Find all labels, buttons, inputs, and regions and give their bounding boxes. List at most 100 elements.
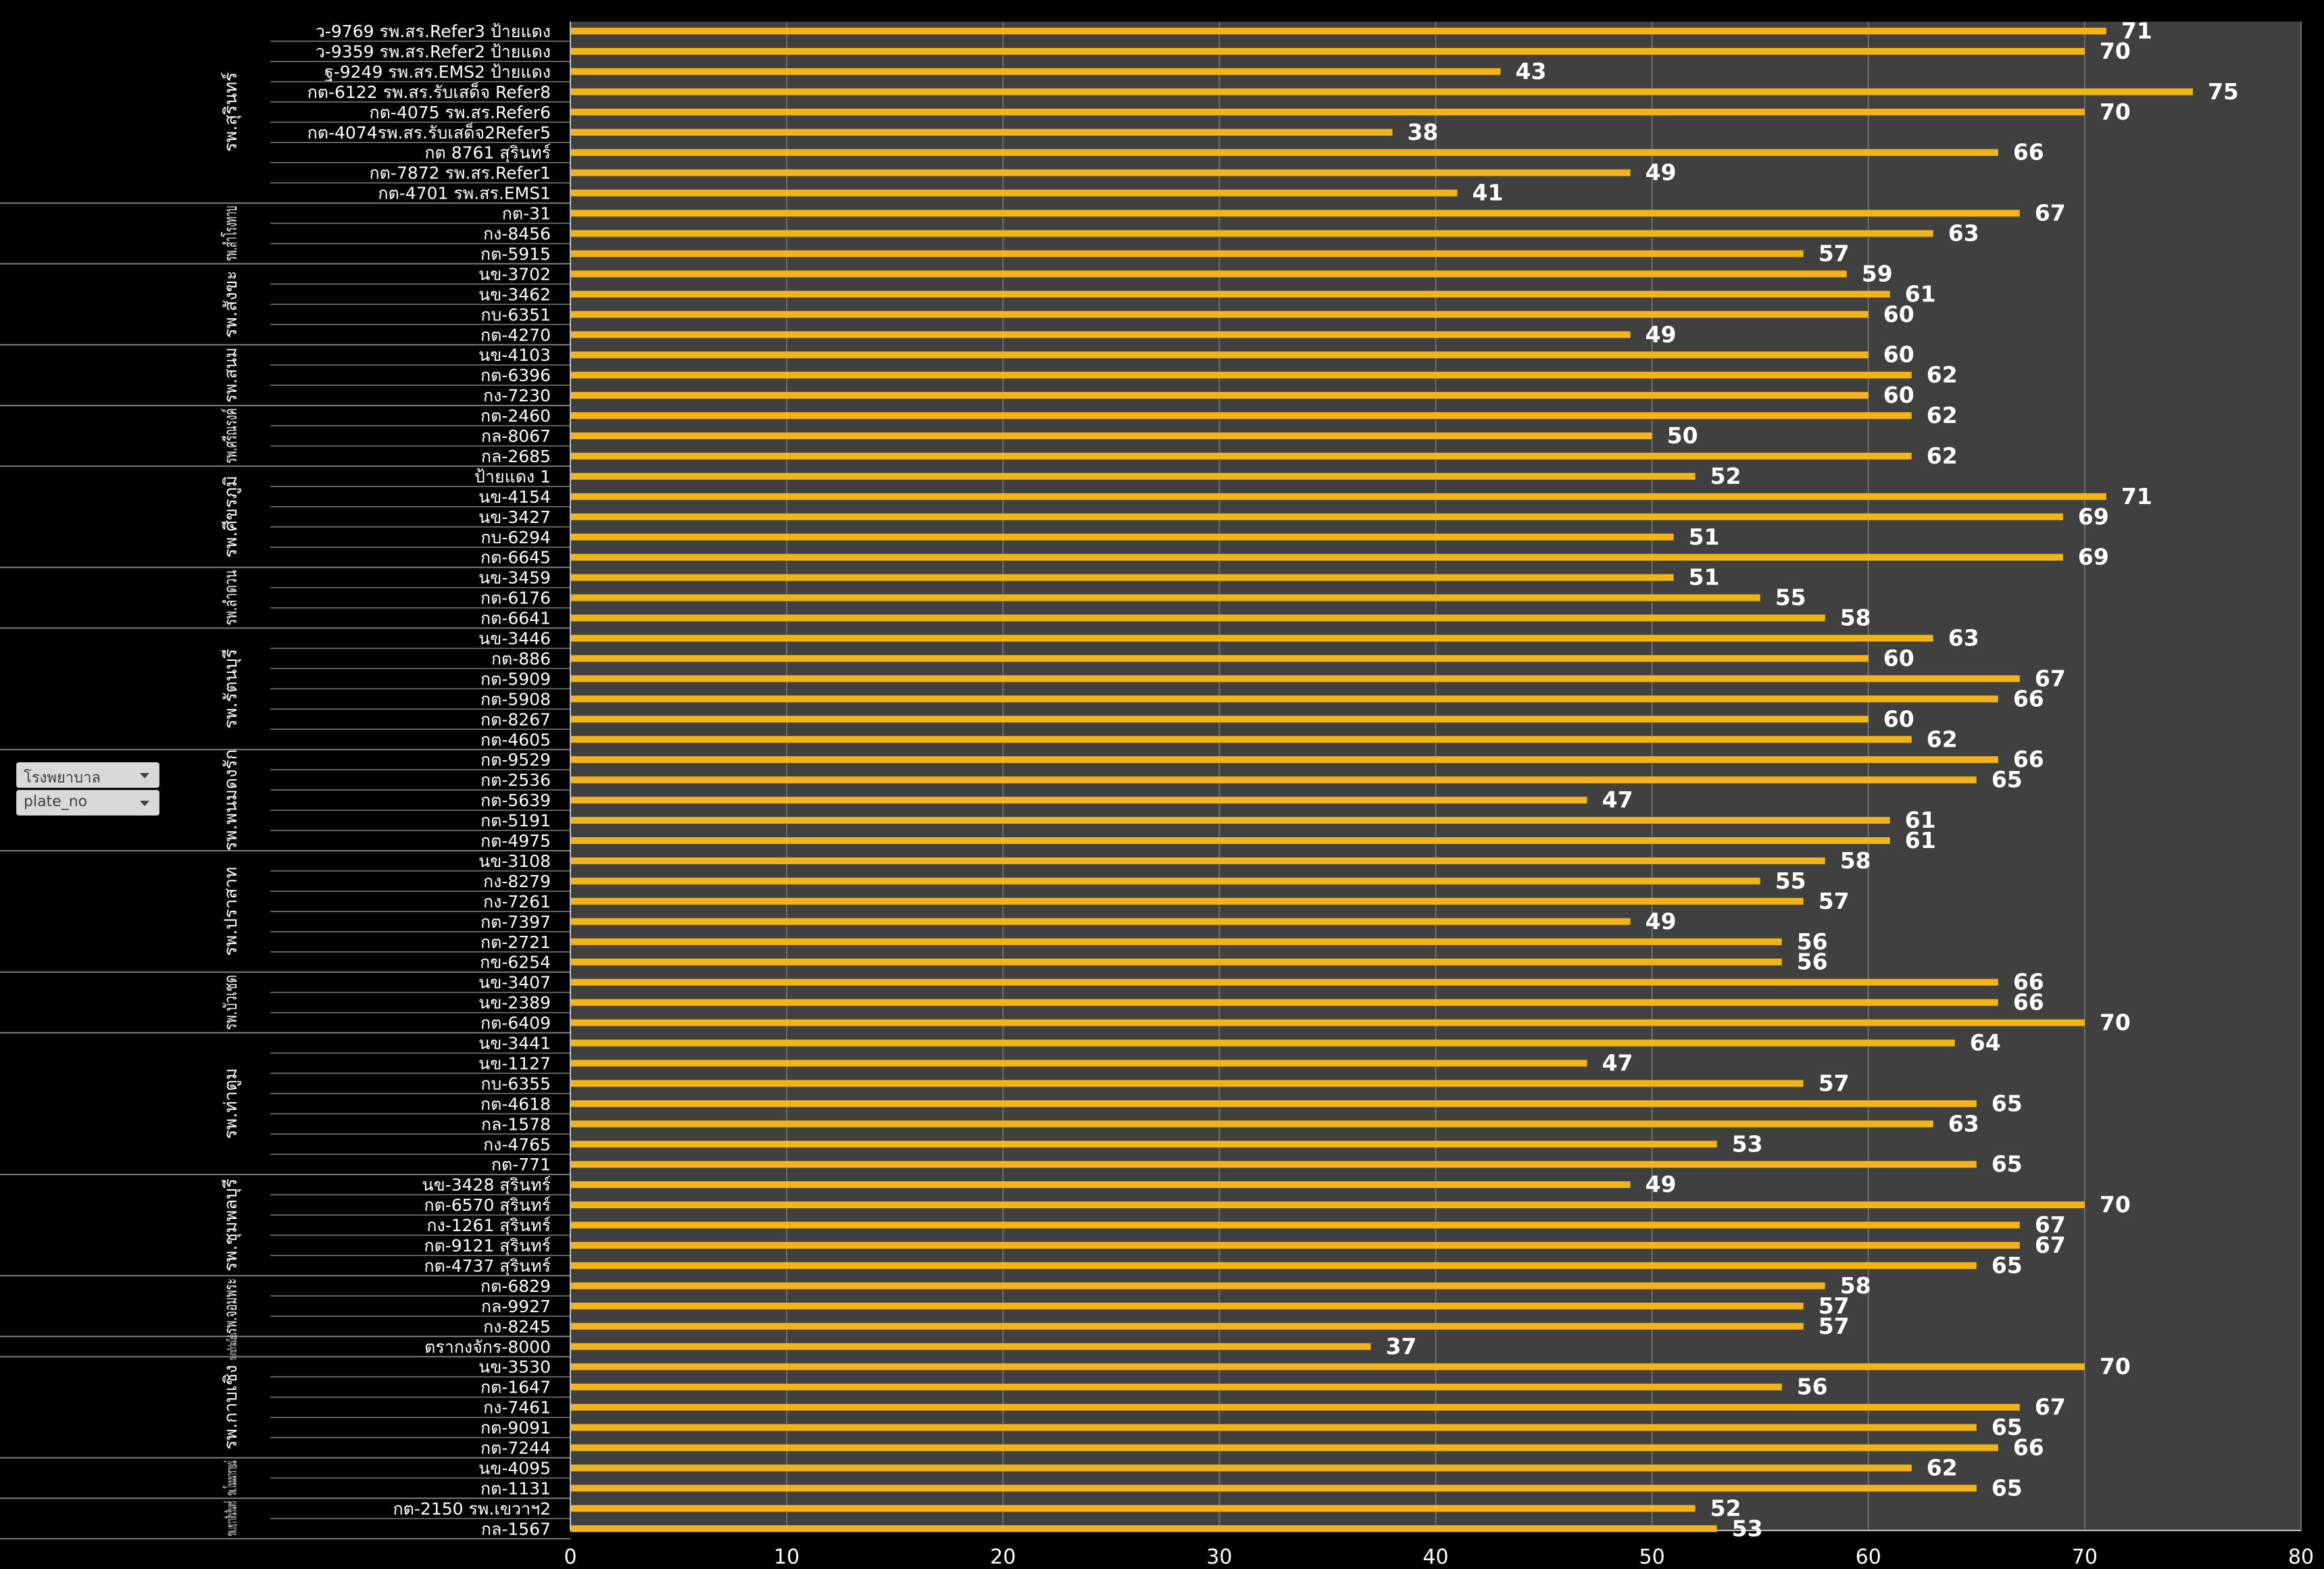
group-label: รพ.สนม [221, 347, 241, 403]
x-tick-label: 60 [1856, 1545, 1881, 1569]
data-label: 63 [1948, 220, 1979, 247]
bar [570, 1383, 1782, 1391]
bar [570, 999, 1998, 1006]
data-label: 65 [1992, 1151, 2023, 1177]
group-label: รพ.เขวาสินรินทร์ [224, 1501, 241, 1536]
category-label: กต-6176 [480, 589, 551, 608]
bar [570, 513, 2063, 520]
data-label: 66 [2013, 969, 2044, 995]
hospital-filter-dropdown[interactable]: โรงพยาบาล [16, 762, 159, 788]
category-label: กง-7261 [483, 892, 551, 912]
category-label: กต-9091 [480, 1418, 551, 1438]
category-label: กต-7244 [480, 1439, 551, 1458]
data-label: 57 [1819, 1070, 1850, 1096]
data-label: 66 [2013, 685, 2044, 712]
bar [570, 877, 1760, 885]
category-label: กง-8279 [483, 872, 551, 891]
data-label: 70 [2100, 1353, 2131, 1380]
category-label: กล-8067 [481, 426, 551, 446]
bar [570, 128, 1393, 136]
data-label: 63 [1948, 625, 1979, 651]
bar [570, 614, 1825, 622]
category-label: กต-1647 [480, 1378, 551, 1397]
category-label: กต-4605 [480, 730, 551, 749]
group-label: รพ.จอมพระ [221, 1278, 241, 1334]
data-label: 62 [1927, 443, 1958, 469]
category-label: กต-6409 [480, 1014, 551, 1033]
data-label: 52 [1710, 1495, 1741, 1521]
bar [570, 1282, 1825, 1289]
data-label: 47 [1602, 787, 1633, 813]
category-label: กง-7230 [483, 386, 551, 405]
category-label: นข-1127 [478, 1053, 551, 1073]
data-label: 49 [1646, 908, 1677, 935]
category-label: นข-4095 [478, 1458, 551, 1478]
group-label: รพ.ค่ายวีรวัฒน์โยธิน [226, 1333, 240, 1360]
data-label: 60 [1883, 341, 1914, 368]
category-label: ว-9359 รพ.สร.Refer2 ป้ายแดง [316, 42, 551, 61]
category-label: กต-4975 [480, 831, 551, 851]
category-label: กต-4737 สุรินทร์ [424, 1256, 551, 1276]
bar [570, 372, 1912, 379]
data-label: 51 [1689, 524, 1720, 550]
data-label: 67 [2035, 1212, 2066, 1238]
plate-filter-dropdown[interactable]: plate_no [16, 790, 159, 816]
bar [570, 695, 1998, 703]
category-label: กต-886 [491, 649, 551, 668]
category-label: กต-5908 [480, 689, 551, 709]
bar [570, 412, 1912, 420]
category-label: กบ-6351 [480, 305, 551, 324]
data-label: 55 [1775, 584, 1806, 611]
bar [570, 68, 1501, 75]
group-label: รพ.โนนนารายณ์ [223, 1460, 241, 1495]
bar [570, 291, 1890, 298]
bar [570, 797, 1587, 804]
category-label: กต-5909 [480, 669, 551, 689]
data-label: 65 [1992, 766, 2023, 793]
x-tick-label: 80 [2288, 1545, 2314, 1569]
data-label: 62 [1927, 402, 1958, 428]
bar [570, 736, 1912, 743]
data-label: 56 [1797, 949, 1828, 975]
data-label: 57 [1819, 240, 1850, 266]
bar [570, 634, 1933, 642]
data-label: 53 [1732, 1515, 1763, 1541]
category-label: กต-31 [502, 204, 551, 224]
bar [570, 675, 2020, 682]
data-label: 43 [1516, 58, 1547, 84]
category-label: นข-3446 [478, 629, 551, 649]
data-label: 67 [2035, 1232, 2066, 1258]
bar [570, 1505, 1696, 1512]
bar [570, 1403, 2020, 1411]
bar [570, 189, 1458, 197]
bar [570, 47, 2085, 55]
category-label: กต-6829 [480, 1276, 551, 1296]
bar [570, 938, 1782, 945]
category-label: กต-5915 [480, 244, 551, 264]
bar [570, 1120, 1933, 1128]
data-label: 62 [1927, 726, 1958, 752]
bar [570, 978, 1998, 986]
bar [570, 553, 2063, 561]
category-label: นข-3407 [478, 973, 551, 993]
category-label: กต-2536 [480, 770, 551, 790]
chevron-down-icon [140, 773, 149, 778]
bar [570, 108, 2085, 116]
data-label: 67 [2035, 200, 2066, 226]
bar [570, 351, 1869, 359]
group-label: รพ.ท่าตูม [221, 1068, 241, 1139]
data-label: 50 [1667, 422, 1698, 449]
data-label: 41 [1473, 180, 1504, 206]
x-tick-label: 70 [2072, 1545, 2098, 1569]
bar [570, 594, 1760, 601]
bar [570, 776, 1977, 784]
data-label: 56 [1797, 928, 1828, 955]
category-label: กต-5191 [480, 811, 551, 830]
bar [570, 857, 1825, 864]
data-label: 67 [2035, 665, 2066, 691]
bar [570, 311, 1869, 318]
data-label: 51 [1689, 564, 1720, 591]
data-label: 58 [1840, 605, 1871, 631]
category-label: กต-9121 สุรินทร์ [424, 1236, 551, 1256]
category-label: กต-4270 [480, 325, 551, 345]
